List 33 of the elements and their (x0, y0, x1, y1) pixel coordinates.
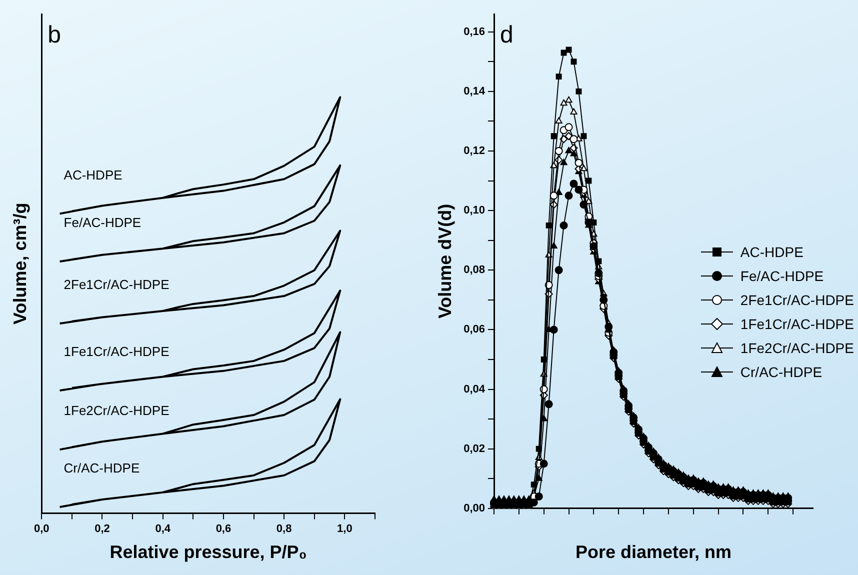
y-tick-label: 0,12 (464, 145, 486, 158)
series-label: 1Fe1Cr/AC-HDPE (64, 344, 170, 360)
x-tick-label: 0,6 (216, 522, 232, 535)
x-tick-label: 0,2 (94, 522, 110, 535)
series-label: 2Fe1Cr/AC-HDPE (64, 277, 170, 292)
x-axis-title: Relative pressure, P/P₀ (110, 542, 307, 562)
x-axis-title: Pore diameter, nm (575, 542, 732, 562)
y-tick-label: 0,16 (464, 26, 486, 38)
chart-title: d (500, 22, 514, 49)
series-label: 1Fe2Cr/AC-HDPE (64, 403, 170, 418)
y-tick-label: 0,08 (464, 264, 486, 276)
y-axis-title: Volume dV(d) (434, 204, 455, 319)
legend-label: 2Fe1Cr/AC-HDPE (740, 292, 854, 308)
series-label: AC-HDPE (64, 167, 123, 182)
legend-label: Fe/AC-HDPE (740, 268, 824, 284)
legend-label: AC-HDPE (740, 244, 804, 260)
y-tick-label: 0,00 (464, 502, 486, 514)
y-tick-label: 0,04 (464, 383, 486, 396)
series-label: Fe/AC-HDPE (64, 215, 142, 230)
y-tick-label: 0,06 (464, 324, 486, 336)
legend-label: Cr/AC-HDPE (740, 364, 822, 380)
y-tick-label: 0,02 (464, 442, 486, 455)
chart-title: b (48, 22, 61, 49)
y-axis-title: Volume, cm³/g (10, 202, 30, 324)
legend-label: 1Fe1Cr/AC-HDPE (740, 316, 854, 332)
x-tick-label: 0,8 (276, 522, 292, 535)
x-tick-label: 0,0 (34, 522, 50, 535)
legend-label: 1Fe2Cr/AC-HDPE (740, 340, 854, 356)
y-tick-label: 0,14 (464, 85, 486, 98)
x-tick-label: 0,4 (155, 522, 172, 535)
y-tick-label: 0,10 (464, 204, 486, 217)
series-label: Cr/AC-HDPE (64, 460, 140, 476)
x-tick-label: 1,0 (337, 522, 352, 535)
